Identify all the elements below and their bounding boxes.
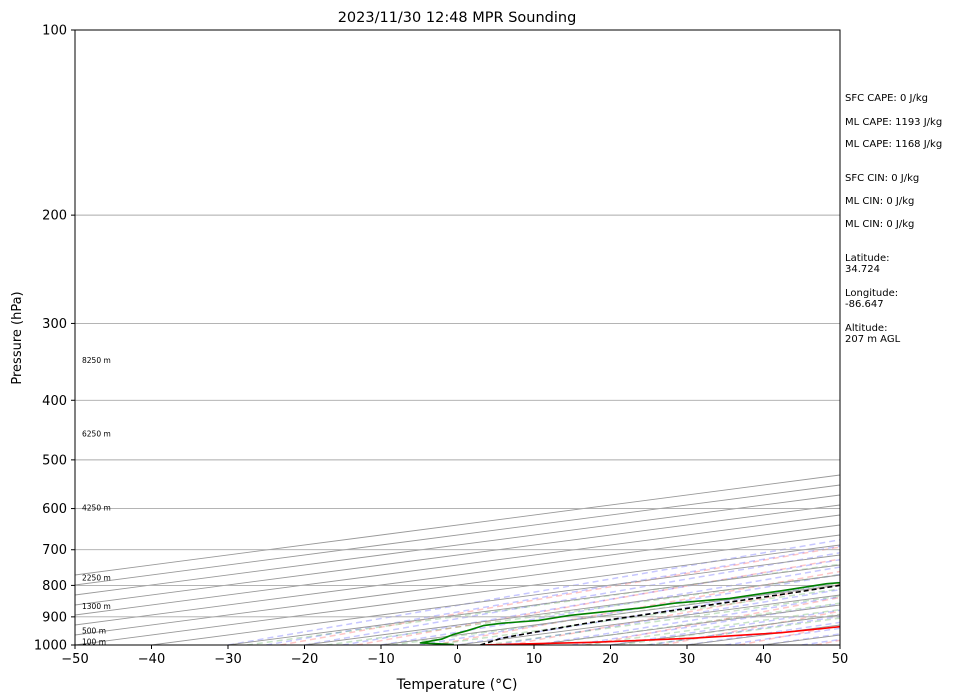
height-label: 8250 m [82,356,111,365]
x-tick-label: −10 [367,652,394,667]
x-axis-label: Temperature (°C) [396,677,518,693]
x-tick-label: 0 [453,652,461,667]
y-tick-label: 1000 [34,639,67,654]
isotherm-gridline [75,474,840,576]
height-label: 4250 m [82,504,111,513]
sfc-cape-text: SFC CAPE: 0 J/kg [845,93,928,104]
isotherm-gridline [75,504,840,606]
x-tick-label: 10 [526,652,543,667]
mixing-ratio-line [485,595,840,645]
y-tick-label: 600 [42,502,67,517]
grid [75,30,840,645]
x-axis: −50 −40 −30 −20 −10 0 10 20 30 40 50 [61,645,848,667]
height-label: 6250 m [82,430,111,439]
isotherm-gridline [75,524,840,626]
x-tick-label: 40 [755,652,772,667]
height-labels: 100 m 500 m 1300 m 2250 m 4250 m 6250 m 8250 m [82,356,111,647]
isotherm-gridline [75,534,840,636]
y-tick-label: 100 [42,24,67,39]
mixing-ratio-line [584,608,840,645]
height-label: 1300 m [82,602,111,611]
mixing-ratio-line [537,602,840,645]
x-tick-label: −50 [61,652,88,667]
height-label: 2250 m [82,574,111,583]
height-label: 500 m [82,626,106,635]
moist-adiabat [495,588,840,645]
y-tick-label: 900 [42,610,67,625]
moist-adiabat [572,602,840,645]
altitude-label: Altitude: [845,323,888,334]
x-tick-label: 20 [602,652,619,667]
x-tick-label: −40 [138,652,165,667]
y-tick-label: 800 [42,579,67,594]
isotherm-gridline [75,514,840,616]
mixing-ratio-line [646,617,840,645]
mixing-ratio-line [391,582,840,645]
y-tick-label: 200 [42,209,67,224]
y-tick-label: 700 [42,543,67,558]
altitude-value: 207 m AGL [845,334,901,345]
dewpoint-profile-line [419,581,840,645]
x-tick-label: 50 [832,652,849,667]
y-axis: 1000 900 800 700 600 500 400 300 200 100 [34,24,75,654]
chart-title: 2023/11/30 12:48 MPR Sounding [338,10,577,26]
x-tick-label: −20 [291,652,318,667]
series-layer [419,581,840,645]
height-label: 100 m [82,637,106,646]
ml-cin-text-2: ML CIN: 0 J/kg [845,219,915,230]
ml-cin-text-1: ML CIN: 0 J/kg [845,196,915,207]
latitude-label: Latitude: [845,253,890,264]
y-tick-label: 500 [42,453,67,468]
isotherm-gridline [75,484,840,586]
latitude-value: 34.724 [845,264,880,275]
ml-cape-text-2: ML CAPE: 1168 J/kg [845,139,943,150]
x-tick-label: −30 [214,652,241,667]
longitude-label: Longitude: [845,288,899,299]
moist-adiabat [380,566,840,645]
ml-cape-text-1: ML CAPE: 1193 J/kg [845,117,943,128]
y-axis-label: Pressure (hPa) [10,291,25,384]
isotherm-gridline [75,494,840,596]
x-tick-label: 30 [679,652,696,667]
y-tick-label: 400 [42,394,67,409]
longitude-value: -86.647 [845,299,884,310]
y-tick-label: 300 [42,317,67,332]
sfc-cin-text: SFC CIN: 0 J/kg [845,173,920,184]
